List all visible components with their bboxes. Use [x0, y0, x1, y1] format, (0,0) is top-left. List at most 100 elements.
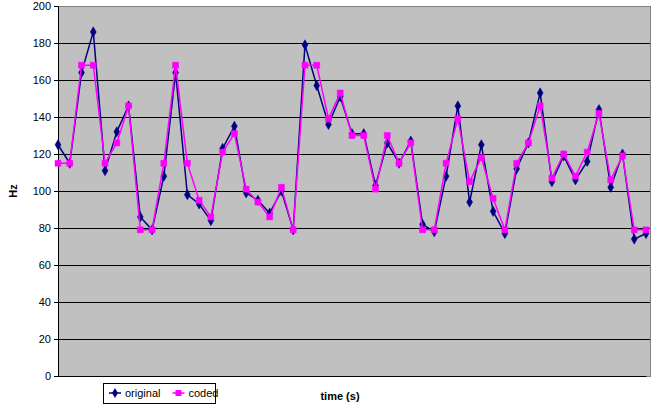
series-marker: [196, 197, 202, 203]
series-marker: [79, 62, 85, 68]
series-marker: [184, 160, 190, 166]
grid-line: [58, 339, 650, 340]
grid-line: [58, 265, 650, 266]
y-tick-label: 20: [39, 333, 51, 345]
y-tick-label: 180: [33, 37, 51, 49]
y-tick-label: 160: [33, 74, 51, 86]
plot-background: [58, 6, 650, 376]
legend: original coded: [103, 383, 218, 403]
series-marker: [55, 140, 61, 150]
y-tick-mark: [54, 43, 58, 44]
y-tick-label: 0: [45, 370, 51, 382]
series-marker: [631, 227, 637, 233]
series-marker: [302, 62, 308, 68]
series-marker: [572, 173, 578, 179]
y-tick-mark: [54, 117, 58, 118]
y-tick: 180: [33, 37, 58, 49]
y-tick: 0: [45, 370, 58, 382]
series-marker: [67, 160, 73, 166]
series-marker: [161, 160, 167, 166]
series-marker: [620, 149, 626, 159]
series-marker: [643, 227, 649, 233]
series-marker: [255, 195, 261, 205]
series-marker: [373, 186, 379, 192]
series-marker: [537, 103, 543, 109]
series-marker: [102, 166, 108, 176]
series-marker: [408, 136, 414, 146]
y-tick: 120: [33, 148, 58, 160]
legend-marker: [112, 388, 118, 398]
y-tick-mark: [54, 6, 58, 7]
series-marker: [90, 27, 96, 37]
grid-line: [58, 302, 650, 303]
y-tick-mark: [54, 80, 58, 81]
grid-line: [58, 228, 650, 229]
grid-line: [58, 117, 650, 118]
series-marker: [561, 151, 567, 157]
series-marker: [302, 40, 308, 50]
y-tick-mark: [54, 191, 58, 192]
y-tick: 200: [33, 0, 58, 12]
grid-line: [58, 191, 650, 192]
x-axis-title: time (s): [320, 390, 359, 402]
y-tick: 100: [33, 185, 58, 197]
series-marker: [208, 214, 214, 220]
marks: [55, 27, 649, 244]
y-axis-title: Hz: [7, 184, 19, 198]
series-marker: [490, 195, 496, 201]
series-marker: [114, 140, 120, 146]
y-tick-mark: [54, 376, 58, 377]
series-marker: [349, 133, 355, 139]
series-marker: [455, 101, 461, 111]
series-marker: [467, 197, 473, 207]
y-tick-mark: [54, 154, 58, 155]
series-marker: [396, 160, 402, 166]
x-axis: [59, 376, 647, 378]
series-marker: [243, 186, 249, 192]
grid-line: [58, 43, 650, 44]
series-marker: [431, 227, 437, 233]
legend-label: original: [125, 387, 160, 399]
series-marker: [478, 155, 484, 161]
series-marker: [325, 116, 331, 122]
legend-marker: [175, 390, 181, 396]
series-marker: [584, 149, 590, 155]
series-marker: [361, 133, 367, 139]
series-marker: [184, 190, 190, 200]
y-tick-mark: [54, 339, 58, 340]
series-marker: [455, 116, 461, 122]
series-marker: [502, 227, 508, 233]
series-marker: [126, 103, 132, 109]
series-marker: [137, 227, 143, 233]
series-marker: [231, 121, 237, 131]
series-marker: [420, 227, 426, 233]
series-marker: [384, 133, 390, 139]
y-tick: 160: [33, 74, 58, 86]
series-marker: [631, 234, 637, 244]
series-marker: [267, 214, 273, 220]
y-axis: 020406080100120140160180200: [33, 0, 59, 382]
y-tick: 80: [39, 222, 58, 234]
series-marker: [314, 62, 320, 68]
x-axis-line: [59, 376, 647, 377]
series-marker: [608, 177, 614, 183]
y-tick-mark: [54, 302, 58, 303]
y-tick-label: 120: [33, 148, 51, 160]
grid-line: [58, 80, 650, 81]
y-tick-label: 100: [33, 185, 51, 197]
y-tick-label: 60: [39, 259, 51, 271]
y-tick: 60: [39, 259, 58, 271]
legend-item: coded: [172, 387, 218, 399]
series-marker: [490, 206, 496, 216]
series-line: [58, 65, 646, 230]
series-marker: [443, 160, 449, 166]
y-tick-label: 140: [33, 111, 51, 123]
y-axis-line: [54, 7, 59, 377]
series-marker: [337, 90, 343, 96]
y-tick-label: 80: [39, 222, 51, 234]
series-marker: [408, 140, 414, 146]
legend-label: coded: [188, 387, 218, 399]
y-tick: 140: [33, 111, 58, 123]
series-marker: [255, 199, 261, 205]
series-marker: [55, 160, 61, 166]
